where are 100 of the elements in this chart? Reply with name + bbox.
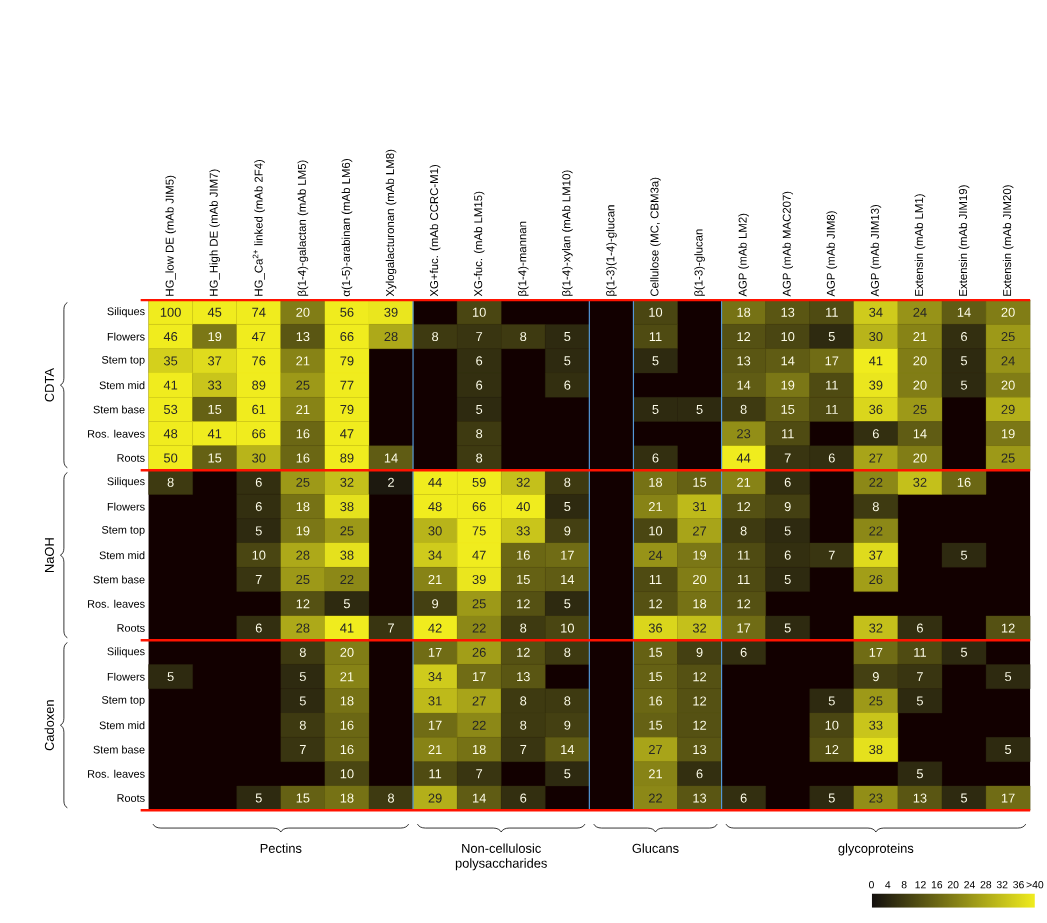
data-label: 26 [472,647,486,657]
data-label: 6 [961,331,968,342]
data-label: 20 [1001,380,1015,390]
y-tick-label: Stem base [93,575,145,584]
data-label: 15 [649,672,663,682]
data-label: 12 [517,599,530,609]
x-tick-label: β(1-4)-xylan (mAb LM10) [562,170,573,296]
data-label: 23 [869,793,883,803]
data-label: 5 [167,672,174,682]
data-label: 41 [340,623,354,633]
data-label: 48 [428,501,442,512]
data-label: 6 [520,793,527,803]
data-label: 14 [957,307,971,317]
data-label: 5 [1005,672,1012,682]
data-label: 31 [428,696,442,706]
y-tick-label: Flowers [107,332,145,341]
data-label: 16 [517,550,530,560]
data-label: 6 [917,623,923,633]
data-label: 16 [340,720,354,730]
data-label: 44 [736,453,751,463]
data-label: 21 [296,404,310,414]
data-label: 8 [564,696,571,706]
data-label: 12 [737,332,751,341]
data-label: 6 [255,623,262,633]
data-label: 14 [781,356,795,366]
data-label: 5 [916,696,923,706]
color-bar-label: 4 [885,881,891,889]
data-label: 37 [869,550,883,560]
text: NaOH [44,538,54,572]
data-label: 100 [160,307,181,317]
data-label: 11 [914,647,926,657]
data-label: 18 [340,793,354,803]
data-label: 7 [476,769,483,779]
data-label: 12 [649,599,662,609]
data-label: 14 [737,380,751,390]
data-label: 34 [428,550,442,560]
data-label: 11 [737,550,750,560]
data-label: 14 [384,453,398,463]
data-label: 5 [255,793,262,803]
data-label: 6 [476,356,483,366]
data-label: 5 [916,769,923,779]
data-label: 12 [693,720,707,730]
data-label: 11 [826,380,838,390]
data-label: 22 [869,526,883,536]
data-label: 11 [826,404,838,414]
data-label: 8 [299,647,306,657]
data-label: 17 [428,720,442,730]
y-tick-label: Stem mid [99,381,145,390]
data-label: 5 [784,623,791,633]
data-label: 5 [564,356,571,366]
data-label: 21 [913,332,927,341]
data-label: 11 [649,332,662,341]
data-label: 7 [255,574,262,584]
data-label: 32 [913,477,927,487]
data-label: 7 [299,745,306,754]
data-label: 5 [652,404,659,414]
data-label: 40 [516,501,530,512]
data-label: 11 [737,574,750,584]
data-label: 16 [296,453,310,463]
data-label: 8 [476,429,483,439]
data-label: 6 [696,769,703,779]
y-tick-label: Stem base [93,745,145,754]
data-label: 5 [564,332,571,341]
text: glycoproteins [838,843,914,856]
data-label: 21 [648,502,663,512]
data-label: 5 [960,380,968,390]
data-label: 36 [648,623,663,633]
data-label: 13 [913,793,927,803]
data-label: 18 [649,477,663,487]
data-label: 12 [825,744,839,754]
data-label: 9 [564,526,571,536]
data-label: 7 [917,672,923,681]
data-label: 38 [340,550,354,560]
data-label: 7 [388,623,394,633]
data-label: 13 [693,793,707,803]
data-label: 5 [564,599,571,609]
data-label: 25 [1001,453,1015,463]
data-label: 15 [517,574,530,584]
data-label: 12 [296,599,310,609]
y-tick-label: Ros. leaves [88,599,145,608]
data-label: 46 [163,331,178,342]
data-label: 15 [649,720,663,730]
data-label: 9 [784,501,791,512]
data-label: 27 [472,696,486,706]
y-tick-label: Flowers [107,502,145,511]
data-label: 2 [388,477,394,487]
y-tick-label: Stem base [93,405,145,414]
x-tick-label: Extensin (mAb JIM19) [958,185,970,296]
data-label: 16 [649,696,663,706]
data-label: 6 [476,380,483,390]
data-label: 10 [781,331,795,342]
x-tick-label: Extensin (mAb JIM20) [1002,185,1014,296]
data-label: 5 [960,356,968,366]
data-label: 79 [340,356,354,366]
y-tick-label: Stem mid [99,721,145,730]
x-tick-label: Extensin (mAb LM1) [914,194,926,296]
y-tick-label: Roots [117,794,145,802]
data-label: 8 [387,793,395,803]
data-label: 75 [472,526,486,536]
data-label: 8 [520,696,527,706]
